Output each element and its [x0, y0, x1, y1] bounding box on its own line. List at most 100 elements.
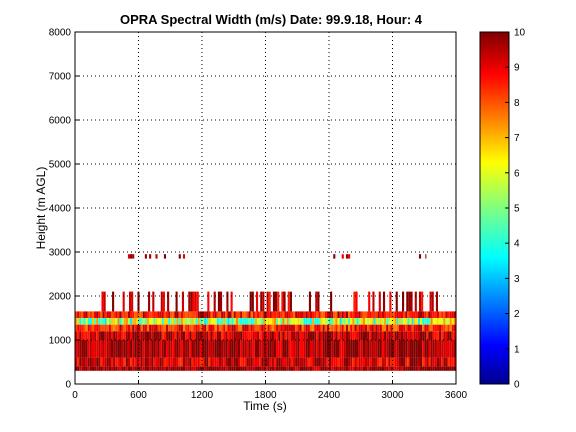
heatmap-cell: [405, 366, 408, 371]
heatmap-cell: [159, 311, 162, 318]
heatmap-cell: [176, 318, 179, 325]
heatmap-cell: [252, 331, 255, 340]
heatmap-cell: [451, 318, 454, 325]
heatmap-cell: [102, 318, 105, 325]
heatmap-cell: [130, 311, 133, 318]
heatmap-cell: [206, 331, 209, 340]
heatmap-cell: [146, 340, 150, 358]
heatmap-cell: [151, 324, 154, 332]
heatmap-cell: [108, 340, 111, 358]
heatmap-cell: [77, 311, 80, 318]
heatmap-cell: [123, 318, 126, 325]
heatmap-cell: [223, 340, 226, 358]
heatmap-cell: [362, 311, 365, 318]
heatmap-cell: [182, 340, 186, 358]
heatmap-cell: [193, 318, 196, 325]
heatmap-cell: [439, 366, 442, 371]
heatmap-cell: [110, 340, 114, 358]
heatmap-cell: [106, 318, 109, 325]
heatmap-cell: [273, 357, 277, 367]
heatmap-cell: [161, 340, 164, 358]
heatmap-cell: [115, 324, 118, 332]
heatmap-cell: [281, 291, 284, 312]
heatmap-cell: [115, 311, 118, 318]
heatmap-cell: [303, 324, 306, 332]
heatmap-cell: [242, 357, 245, 367]
heatmap-cell: [407, 366, 410, 371]
heatmap-cell: [348, 366, 351, 371]
heatmap-cell: [176, 366, 179, 371]
heatmap-cell: [187, 324, 190, 332]
heatmap-cell: [434, 324, 437, 332]
heatmap-cell: [305, 340, 308, 358]
heatmap-cell: [218, 366, 222, 371]
heatmap-cell: [191, 331, 194, 340]
heatmap-cell: [227, 340, 230, 358]
heatmap-cell: [445, 366, 448, 371]
heatmap-cell: [244, 357, 247, 367]
heatmap-cell: [212, 340, 215, 358]
heatmap-cell: [284, 357, 287, 367]
heatmap-cell: [81, 366, 84, 371]
heatmap-cell: [214, 311, 217, 318]
heatmap-cell: [428, 340, 431, 358]
heatmap-cell: [426, 340, 429, 358]
heatmap-cell: [301, 311, 304, 318]
heatmap-cell: [202, 366, 205, 371]
heatmap-cell: [428, 331, 431, 340]
heatmap-cell: [439, 324, 442, 332]
heatmap-cell: [390, 366, 393, 371]
heatmap-cell: [350, 324, 353, 332]
heatmap-cell: [227, 357, 230, 367]
heatmap-cell: [102, 324, 105, 332]
heatmap-cell: [168, 366, 171, 371]
heatmap-cell: [326, 324, 329, 332]
heatmap-cell: [106, 340, 109, 358]
heatmap-cell: [356, 311, 359, 318]
heatmap-cell: [237, 340, 241, 358]
heatmap-cell: [130, 318, 133, 325]
heatmap-cell: [85, 340, 88, 358]
heatmap-cell: [386, 324, 389, 332]
heatmap-cell: [121, 366, 124, 371]
heatmap-cell: [403, 331, 406, 340]
heatmap-cell: [290, 324, 294, 332]
heatmap-cell: [157, 311, 160, 318]
heatmap-cell: [115, 340, 118, 358]
heatmap-cell: [229, 331, 232, 340]
heatmap-cell: [295, 357, 298, 367]
heatmap-cell: [218, 311, 222, 318]
heatmap-cell: [445, 318, 448, 325]
heatmap-cell: [303, 311, 306, 318]
heatmap-cell: [168, 340, 171, 358]
heatmap-cell: [125, 340, 128, 358]
heatmap-cell: [151, 311, 154, 318]
heatmap-cell: [259, 366, 262, 371]
heatmap-cell: [388, 331, 391, 340]
heatmap-cell: [242, 311, 245, 318]
heatmap-cell: [333, 340, 336, 358]
heatmap-cell: [394, 318, 397, 325]
heatmap-cell: [449, 366, 452, 371]
heatmap-cell: [272, 291, 276, 312]
heatmap-cell: [354, 340, 357, 358]
heatmap-cell: [155, 357, 158, 367]
heatmap-cell: [371, 340, 374, 358]
heatmap-cell: [208, 357, 211, 367]
heatmap-cell: [172, 331, 175, 340]
heatmap-cell: [178, 254, 181, 259]
heatmap-cell: [161, 318, 164, 325]
heatmap-cell: [140, 324, 143, 332]
heatmap-cell: [155, 366, 158, 371]
heatmap-cell: [174, 331, 177, 340]
heatmap-cell: [301, 318, 304, 325]
heatmap-cell: [381, 357, 385, 367]
heatmap-cell: [240, 366, 243, 371]
heatmap-cell: [381, 311, 385, 318]
heatmap-cell: [295, 311, 298, 318]
heatmap-cell: [117, 357, 120, 367]
heatmap-cell: [250, 324, 253, 332]
heatmap-cell: [386, 357, 389, 367]
heatmap-cell: [305, 324, 308, 332]
heatmap-cell: [381, 366, 385, 371]
